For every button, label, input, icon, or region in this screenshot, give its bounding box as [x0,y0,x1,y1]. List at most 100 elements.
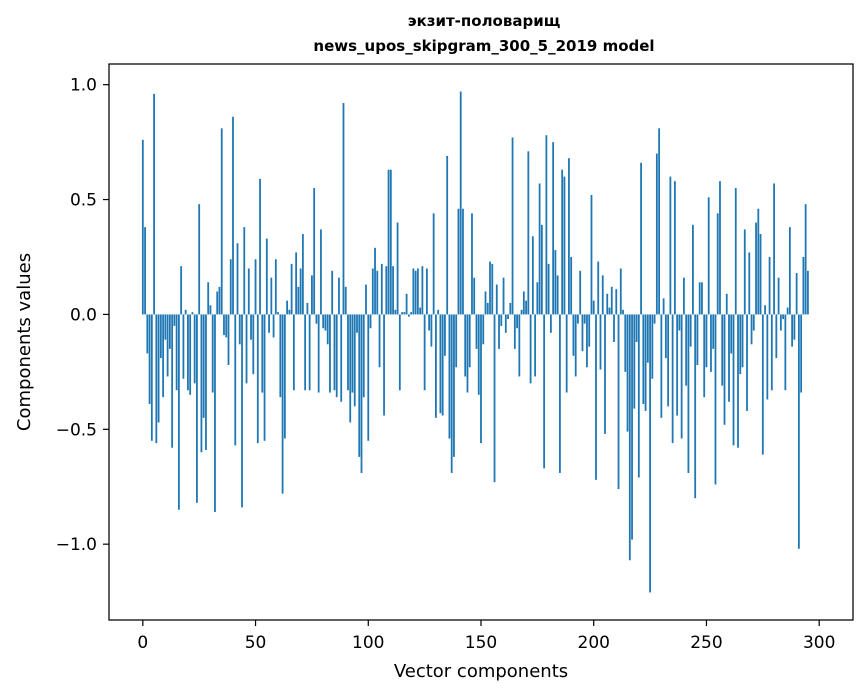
bar [308,314,311,391]
bar [559,314,561,473]
bar [435,314,437,418]
bar [642,314,645,405]
bar [439,314,442,414]
bar [545,135,548,315]
bar [311,275,313,315]
bar [177,314,180,510]
bar [543,314,546,469]
y-tick-label: −1.0 [56,535,97,555]
bar [475,314,478,349]
x-tick-label: 300 [803,633,835,653]
bar [180,266,183,315]
x-tick-label: 200 [578,633,610,653]
bar [358,314,361,457]
bar [777,277,780,315]
plot-area-frame [108,63,854,621]
bar [171,314,174,448]
bar [326,314,329,345]
bar [707,197,710,315]
bar [804,204,807,315]
bar [333,314,336,391]
bar [750,314,753,345]
bar [525,300,527,315]
bar [148,314,151,405]
bar [531,236,534,315]
bar [795,273,798,315]
bar [347,314,349,391]
bar [788,227,791,315]
bar [441,314,444,416]
bar [743,229,746,315]
bar [306,302,309,315]
bar [292,314,295,391]
bar [477,314,480,395]
bar [155,314,158,444]
bar [698,282,701,315]
bar [732,314,735,446]
bar [209,305,212,315]
bar [489,261,491,315]
bar [403,312,406,315]
bar [416,268,419,315]
bar [374,247,376,315]
bar [376,270,379,315]
bar [786,307,789,315]
bar [640,162,642,315]
bar [471,213,473,315]
bar [764,305,766,315]
bar [290,263,293,315]
bar [741,314,744,368]
bar [396,222,399,315]
bar [628,314,631,561]
bar [455,314,458,368]
bar [802,256,805,315]
x-tick-label: 0 [137,633,148,653]
bar [473,277,476,315]
bar [344,286,347,315]
bar [340,314,343,402]
bar [265,238,268,315]
bar [646,314,649,363]
bar [500,314,503,326]
bar [784,314,787,391]
bar [752,314,755,331]
bar [437,309,440,315]
bar [617,314,620,490]
bar [446,155,449,315]
bar [662,298,665,315]
bar [272,314,275,338]
bar [644,314,647,411]
bar [601,275,604,315]
bar [480,314,482,444]
bar [712,314,715,349]
x-axis-label: Vector components [394,661,568,682]
bar [365,284,367,315]
bar [252,314,255,375]
bar [324,314,327,331]
bar [671,314,674,444]
bar [329,314,331,393]
bar [218,286,221,315]
bar [173,314,176,326]
bar [198,204,201,315]
bar [331,270,334,315]
bar [694,314,697,499]
bar [320,229,322,315]
bar [791,314,794,347]
bar [561,169,564,315]
bar [187,314,189,391]
bar [236,243,239,315]
bar [164,314,167,340]
bar [746,314,748,411]
bar [633,314,636,409]
bar [313,188,316,315]
bar [166,314,169,377]
bar [277,312,279,315]
bar [342,103,345,315]
bar [540,224,543,315]
bar [414,270,417,315]
bar [583,314,586,324]
bar [653,314,656,324]
bar [245,314,248,384]
bar [371,268,374,315]
